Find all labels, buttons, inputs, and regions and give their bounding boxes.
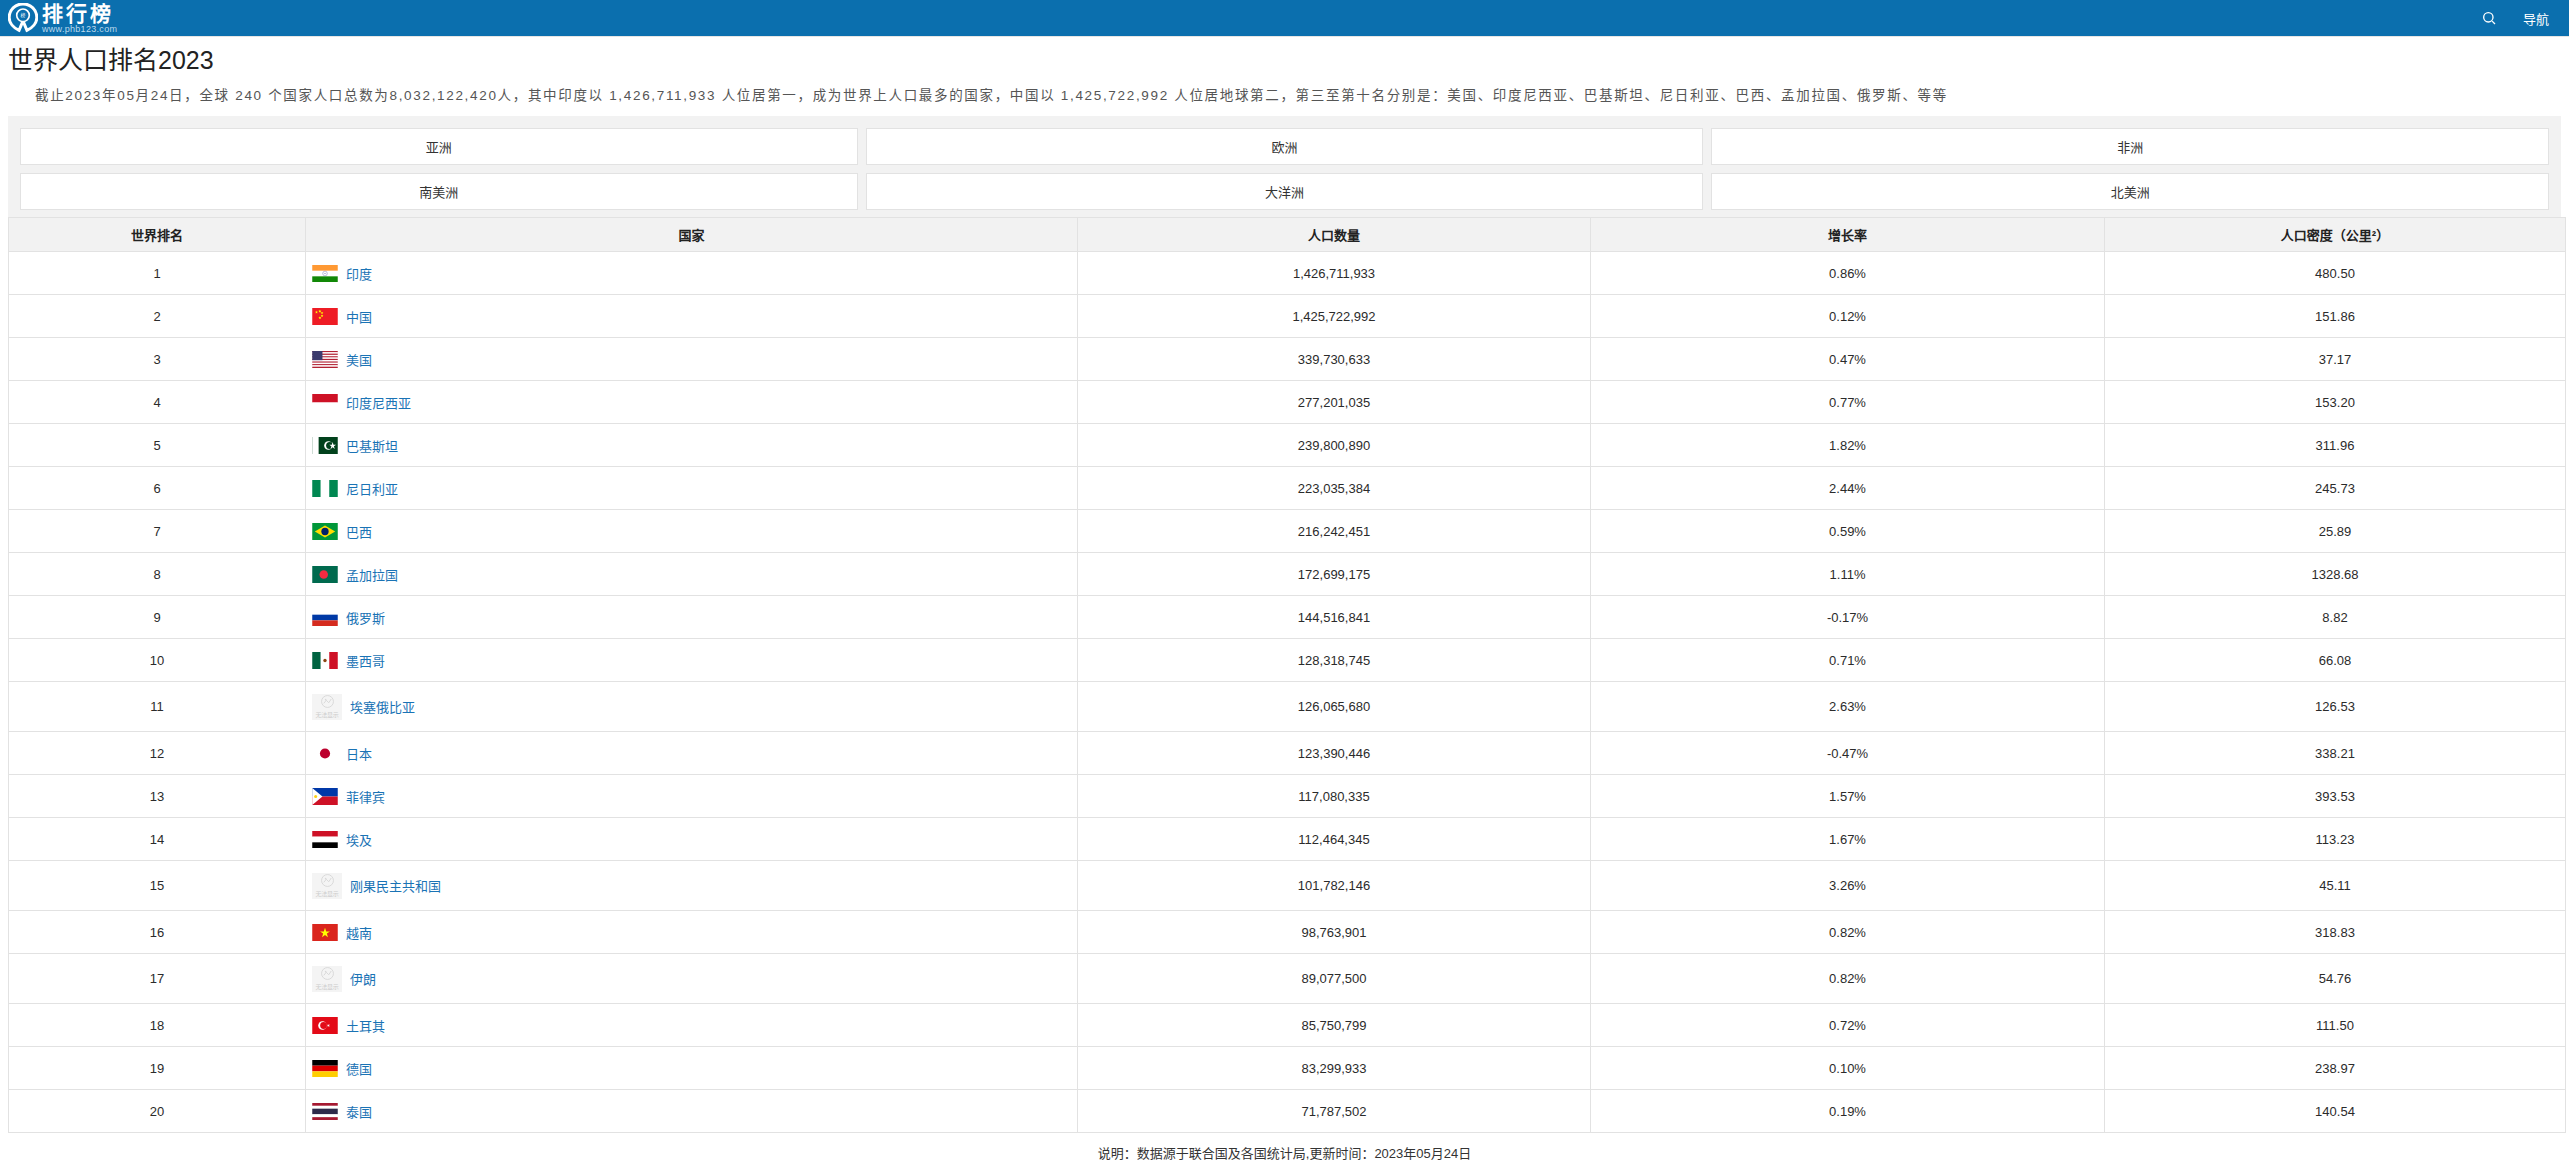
svg-text:榜: 榜 <box>21 12 26 19</box>
